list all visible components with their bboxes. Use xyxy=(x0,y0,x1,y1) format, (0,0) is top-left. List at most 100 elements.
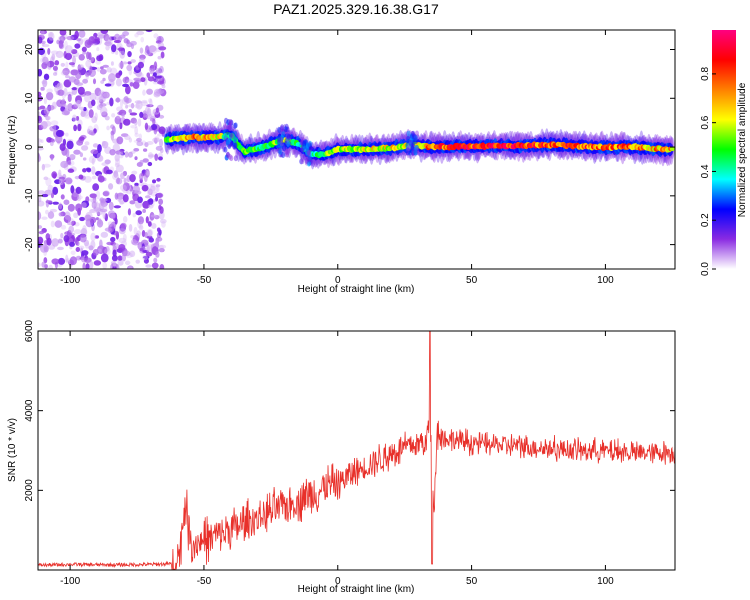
noise-speckle xyxy=(97,98,101,106)
noise-speckle xyxy=(128,67,133,76)
noise-speckle xyxy=(60,194,65,200)
noise-speckle xyxy=(86,168,92,173)
noise-speckle xyxy=(77,123,82,132)
noise-speckle xyxy=(99,197,105,203)
noise-speckle xyxy=(118,61,125,69)
noise-speckle xyxy=(105,169,113,175)
noise-speckle xyxy=(55,129,64,138)
noise-speckle xyxy=(159,264,165,269)
noise-speckle xyxy=(104,227,112,232)
noise-speckle xyxy=(106,125,110,131)
noise-speckle xyxy=(102,210,106,219)
noise-speckle xyxy=(134,103,140,109)
noise-speckle xyxy=(95,96,100,101)
noise-speckle xyxy=(117,260,124,266)
noise-speckle xyxy=(60,62,66,67)
noise-speckle xyxy=(117,47,125,51)
ridge-flare xyxy=(223,146,228,153)
noise-speckle xyxy=(100,30,109,34)
noise-speckle xyxy=(78,53,85,61)
noise-speckle xyxy=(129,82,134,87)
noise-speckle xyxy=(114,192,119,200)
noise-speckle xyxy=(125,85,131,95)
noise-speckle xyxy=(39,244,47,248)
noise-speckle xyxy=(38,47,46,56)
noise-speckle xyxy=(158,198,164,205)
noise-speckle xyxy=(50,138,56,143)
noise-speckle xyxy=(76,38,81,42)
noise-speckle xyxy=(109,149,116,156)
noise-speckle xyxy=(139,111,144,119)
noise-speckle xyxy=(155,67,162,76)
noise-speckle xyxy=(135,210,142,216)
noise-speckle xyxy=(122,194,129,203)
figure-title: PAZ1.2025.329.16.38.G17 xyxy=(273,1,439,17)
noise-speckle xyxy=(40,86,45,91)
colorbar: 0.0 0.2 0.4 0.6 0.8 Normalized spectral ampl… xyxy=(700,30,748,276)
noise-speckle xyxy=(81,46,87,53)
noise-speckle xyxy=(38,262,41,268)
noise-speckle xyxy=(44,189,53,196)
noise-speckle xyxy=(112,249,117,257)
spectrogram-x-tick-label: 100 xyxy=(597,275,614,286)
noise-speckle xyxy=(74,43,81,49)
noise-speckle xyxy=(63,79,72,88)
noise-speckle xyxy=(154,153,159,161)
noise-speckle xyxy=(73,124,78,132)
noise-speckle xyxy=(126,64,133,72)
noise-speckle xyxy=(144,122,149,131)
noise-speckle xyxy=(141,99,148,104)
noise-speckle xyxy=(81,145,89,151)
snr-plot-area xyxy=(38,331,675,570)
ridge-flare xyxy=(233,142,238,149)
noise-speckle xyxy=(45,116,50,121)
ridge-flare xyxy=(233,135,238,142)
noise-speckle xyxy=(88,109,94,118)
noise-speckle xyxy=(111,254,118,262)
noise-speckle xyxy=(91,116,98,124)
noise-speckle xyxy=(137,216,145,225)
noise-speckle xyxy=(142,200,150,209)
noise-speckle xyxy=(112,260,117,268)
noise-speckle xyxy=(65,258,72,263)
noise-speckle xyxy=(128,137,133,143)
noise-speckle xyxy=(97,248,102,253)
noise-speckle xyxy=(138,133,143,140)
noise-speckle xyxy=(130,102,135,109)
noise-speckle xyxy=(38,36,43,44)
spectrogram-y-tick-label: 10 xyxy=(24,92,35,104)
noise-speckle xyxy=(150,46,158,54)
noise-speckle xyxy=(139,221,143,230)
noise-speckle xyxy=(65,61,69,70)
noise-speckle xyxy=(70,49,78,55)
noise-speckle xyxy=(52,72,58,76)
noise-speckle xyxy=(47,47,51,55)
noise-speckle xyxy=(134,33,139,38)
noise-speckle xyxy=(60,160,69,169)
noise-speckle xyxy=(38,68,43,77)
snr-x-tick-label: 100 xyxy=(597,576,614,587)
noise-speckle xyxy=(68,76,77,83)
noise-speckle xyxy=(82,51,87,55)
noise-speckle xyxy=(99,68,107,75)
noise-speckle xyxy=(76,103,80,107)
noise-speckle xyxy=(85,72,90,77)
noise-speckle xyxy=(64,211,71,220)
noise-speckle xyxy=(38,225,43,229)
noise-speckle xyxy=(111,113,116,118)
noise-speckle xyxy=(67,203,75,212)
noise-speckle xyxy=(119,184,127,192)
noise-speckle xyxy=(91,43,98,47)
noise-speckle xyxy=(68,161,72,165)
noise-speckle xyxy=(47,185,54,192)
snr-x-tick-label: 50 xyxy=(466,576,478,587)
noise-speckle xyxy=(139,247,144,252)
noise-speckle xyxy=(150,123,158,131)
spectrogram-y-axis-label: Frequency (Hz) xyxy=(7,116,18,185)
noise-speckle xyxy=(153,33,159,39)
noise-speckle xyxy=(45,200,53,204)
noise-speckle xyxy=(132,185,141,193)
noise-speckle xyxy=(96,152,102,161)
noise-speckle xyxy=(145,216,149,224)
noise-speckle xyxy=(65,132,69,137)
